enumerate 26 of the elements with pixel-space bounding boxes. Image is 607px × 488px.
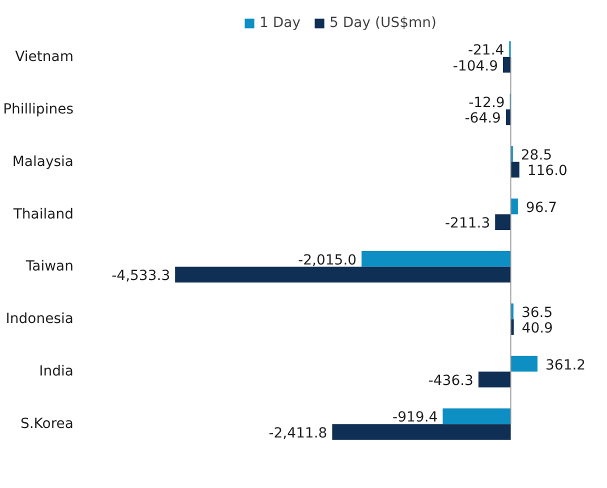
y-tick-label: Indonesia <box>6 311 74 328</box>
y-tick-label: Phillipines <box>3 101 74 118</box>
data-label: -211.3 <box>444 216 490 232</box>
legend-label: 5 Day (US$mn) <box>330 15 436 31</box>
data-label: -4,533.3 <box>112 268 170 284</box>
data-label: -919.4 <box>392 410 438 426</box>
y-tick-label: S.Korea <box>20 416 74 432</box>
data-label: 36.5 <box>521 304 553 321</box>
y-tick-label: Malaysia <box>12 154 74 170</box>
data-label: -2,411.8 <box>268 425 328 442</box>
legend-label: 1 Day <box>260 15 301 31</box>
data-label: 96.7 <box>526 200 558 216</box>
data-label: -12.9 <box>468 94 505 111</box>
data-label: -436.3 <box>428 373 474 390</box>
y-tick-label: Thailand <box>12 206 74 222</box>
y-tick-label: India <box>39 364 74 380</box>
data-label: -64.9 <box>464 110 501 127</box>
y-tick-label: Vietnam <box>15 48 74 65</box>
y-tick-label: Taiwan <box>24 258 74 275</box>
data-label: 40.9 <box>522 320 553 337</box>
data-label: 116.0 <box>527 163 568 180</box>
data-label: 361.2 <box>546 357 586 374</box>
data-label: -2,015.0 <box>298 252 357 268</box>
data-label: -21.4 <box>468 42 504 59</box>
data-label: 28.5 <box>520 147 552 164</box>
data-label: -104.9 <box>452 58 498 74</box>
